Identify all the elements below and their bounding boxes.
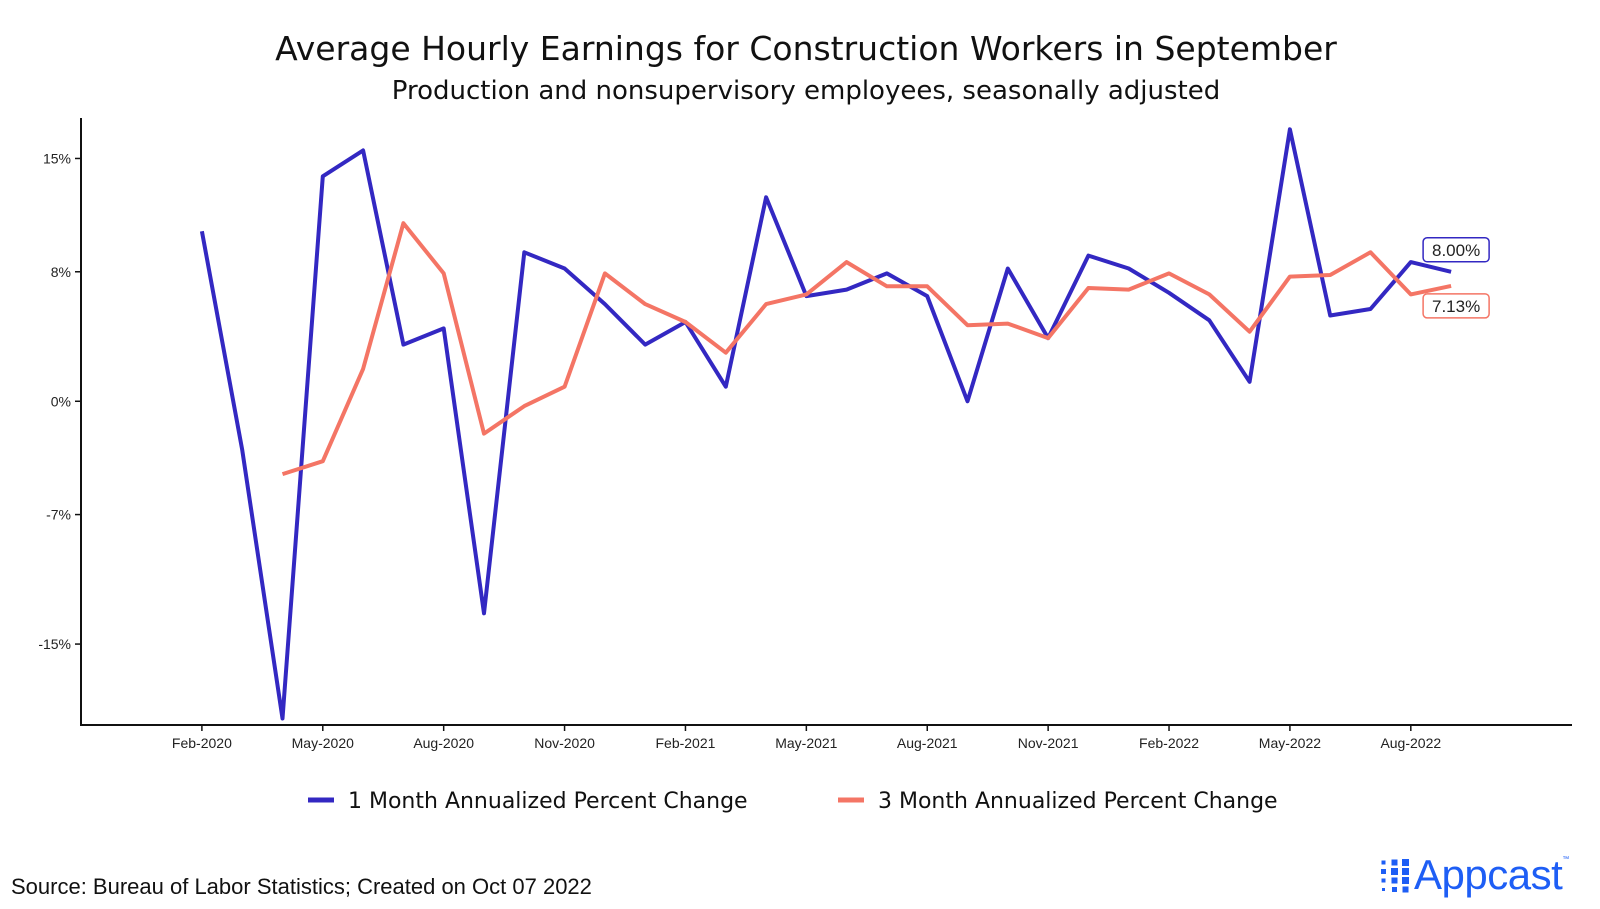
x-tick-label: Aug-2021 <box>897 735 958 751</box>
logo-dot <box>1381 878 1386 883</box>
x-tick-label: May-2020 <box>292 735 354 751</box>
logo-dot <box>1402 877 1409 884</box>
end-labels: 8.00% 7.13% <box>1422 237 1490 319</box>
series-1-end-label: 8.00% <box>1432 241 1480 260</box>
logo-text: Appcast <box>1414 851 1563 898</box>
logo-dot <box>1402 868 1409 875</box>
logo-dot <box>1381 869 1386 874</box>
series-2-end-label: 7.13% <box>1432 297 1480 316</box>
x-tick-label: Feb-2022 <box>1139 735 1199 751</box>
logo-trademark: ™ <box>1562 856 1570 863</box>
series-2-end-label-box <box>1422 293 1490 319</box>
logo-dot <box>1402 886 1409 893</box>
legend: 1 Month Annualized Percent Change 3 Mont… <box>308 789 1278 814</box>
x-axis-ticks: Feb-2020 May-2020 Aug-2020 Nov-2020 Feb-2021… <box>172 725 1441 751</box>
x-tick-label: May-2022 <box>1259 735 1321 751</box>
y-tick-label: 0% <box>51 393 71 409</box>
series-layer <box>199 127 1452 721</box>
logo-dot <box>1402 859 1409 866</box>
legend-label-series-2: 3 Month Annualized Percent Change <box>878 789 1278 814</box>
chart-title: Average Hourly Earnings for Construction… <box>275 29 1337 68</box>
logo-dot <box>1391 859 1398 866</box>
logo-dot <box>1381 860 1386 865</box>
y-tick-label: -7% <box>46 507 71 523</box>
y-tick-label: 15% <box>43 150 71 166</box>
logo-dot <box>1382 888 1385 891</box>
x-tick-label: Feb-2021 <box>655 735 715 751</box>
x-tick-label: Aug-2022 <box>1380 735 1441 751</box>
series-line-2 <box>281 221 1452 477</box>
logo-dot <box>1392 887 1397 892</box>
y-axis-ticks: 15% 8% 0% -7% -15% <box>38 150 81 652</box>
chart-subtitle: Production and nonsupervisory employees,… <box>392 76 1220 106</box>
legend-label-series-1: 1 Month Annualized Percent Change <box>348 789 748 814</box>
series-1-end-label-box <box>1422 237 1490 263</box>
series-line-1 <box>199 127 1452 721</box>
appcast-dots-icon <box>1381 859 1409 893</box>
appcast-logo: Appcast ™ <box>1376 850 1569 900</box>
logo-dot <box>1391 877 1398 884</box>
y-tick-label: 8% <box>51 264 71 280</box>
x-tick-label: Feb-2020 <box>172 735 232 751</box>
logo-dot <box>1391 868 1398 875</box>
x-tick-label: Aug-2020 <box>413 735 474 751</box>
source-note: Source: Bureau of Labor Statistics; Crea… <box>11 874 592 899</box>
x-tick-label: May-2021 <box>775 735 837 751</box>
x-tick-label: Nov-2020 <box>534 735 595 751</box>
y-tick-label: -15% <box>38 636 71 652</box>
x-tick-label: Nov-2021 <box>1018 735 1079 751</box>
